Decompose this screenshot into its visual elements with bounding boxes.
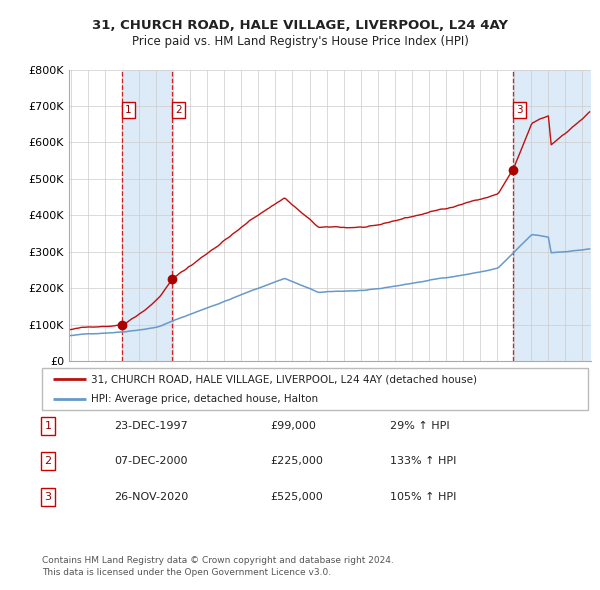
Text: £525,000: £525,000	[270, 492, 323, 502]
Text: 1: 1	[125, 104, 131, 114]
FancyBboxPatch shape	[42, 368, 588, 410]
Text: 26-NOV-2020: 26-NOV-2020	[114, 492, 188, 502]
Text: 07-DEC-2000: 07-DEC-2000	[114, 457, 187, 466]
Text: 133% ↑ HPI: 133% ↑ HPI	[390, 457, 457, 466]
Text: 31, CHURCH ROAD, HALE VILLAGE, LIVERPOOL, L24 4AY (detached house): 31, CHURCH ROAD, HALE VILLAGE, LIVERPOOL…	[91, 374, 477, 384]
Text: 29% ↑ HPI: 29% ↑ HPI	[390, 421, 449, 431]
Text: Contains HM Land Registry data © Crown copyright and database right 2024.: Contains HM Land Registry data © Crown c…	[42, 556, 394, 565]
Text: 3: 3	[516, 104, 523, 114]
Text: 1: 1	[44, 421, 52, 431]
Text: This data is licensed under the Open Government Licence v3.0.: This data is licensed under the Open Gov…	[42, 568, 331, 577]
Text: 31, CHURCH ROAD, HALE VILLAGE, LIVERPOOL, L24 4AY: 31, CHURCH ROAD, HALE VILLAGE, LIVERPOOL…	[92, 19, 508, 32]
Text: 3: 3	[44, 492, 52, 502]
Text: 105% ↑ HPI: 105% ↑ HPI	[390, 492, 457, 502]
Text: £99,000: £99,000	[270, 421, 316, 431]
Text: HPI: Average price, detached house, Halton: HPI: Average price, detached house, Halt…	[91, 394, 318, 404]
Text: 2: 2	[176, 104, 182, 114]
Bar	[513, 70, 591, 361]
Text: 23-DEC-1997: 23-DEC-1997	[114, 421, 188, 431]
Text: Price paid vs. HM Land Registry's House Price Index (HPI): Price paid vs. HM Land Registry's House …	[131, 35, 469, 48]
Bar	[122, 70, 172, 361]
Text: £225,000: £225,000	[270, 457, 323, 466]
Text: 2: 2	[44, 457, 52, 466]
